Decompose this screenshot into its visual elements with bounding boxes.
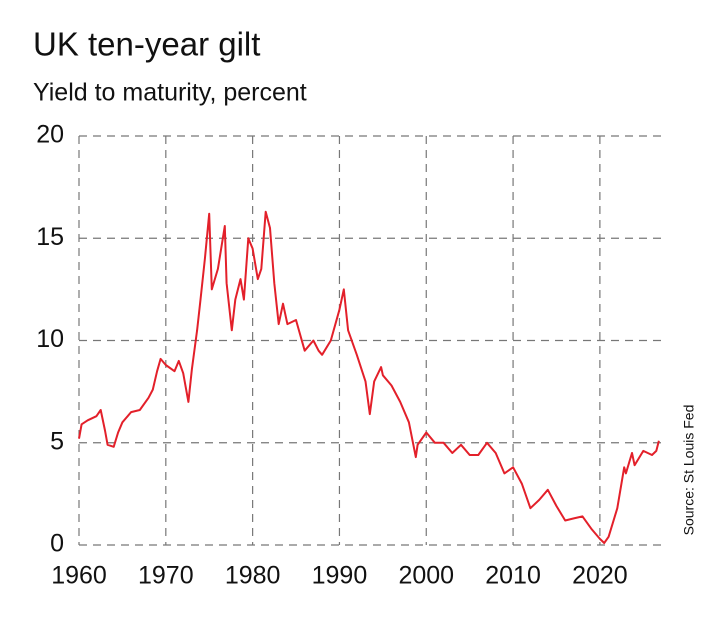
yield-line [78, 210, 660, 544]
x-tick-label: 1970 [138, 562, 194, 590]
y-tick-label: 10 [36, 325, 64, 353]
y-tick-label: 5 [50, 427, 64, 455]
x-tick-label: 2010 [485, 562, 541, 590]
y-tick-label: 20 [36, 121, 64, 149]
x-tick-label: 2020 [572, 562, 628, 590]
x-tick-label: 1980 [225, 562, 281, 590]
chart-title: UK ten-year gilt [33, 26, 260, 63]
y-tick-label: 0 [50, 530, 64, 558]
x-tick-label: 1960 [51, 562, 107, 590]
x-tick-label: 1990 [312, 562, 368, 590]
x-tick-label: 2000 [398, 562, 454, 590]
chart-subtitle: Yield to maturity, percent [33, 79, 307, 107]
source-note: Source: St Louis Fed [681, 405, 697, 536]
y-tick-label: 15 [36, 223, 64, 251]
